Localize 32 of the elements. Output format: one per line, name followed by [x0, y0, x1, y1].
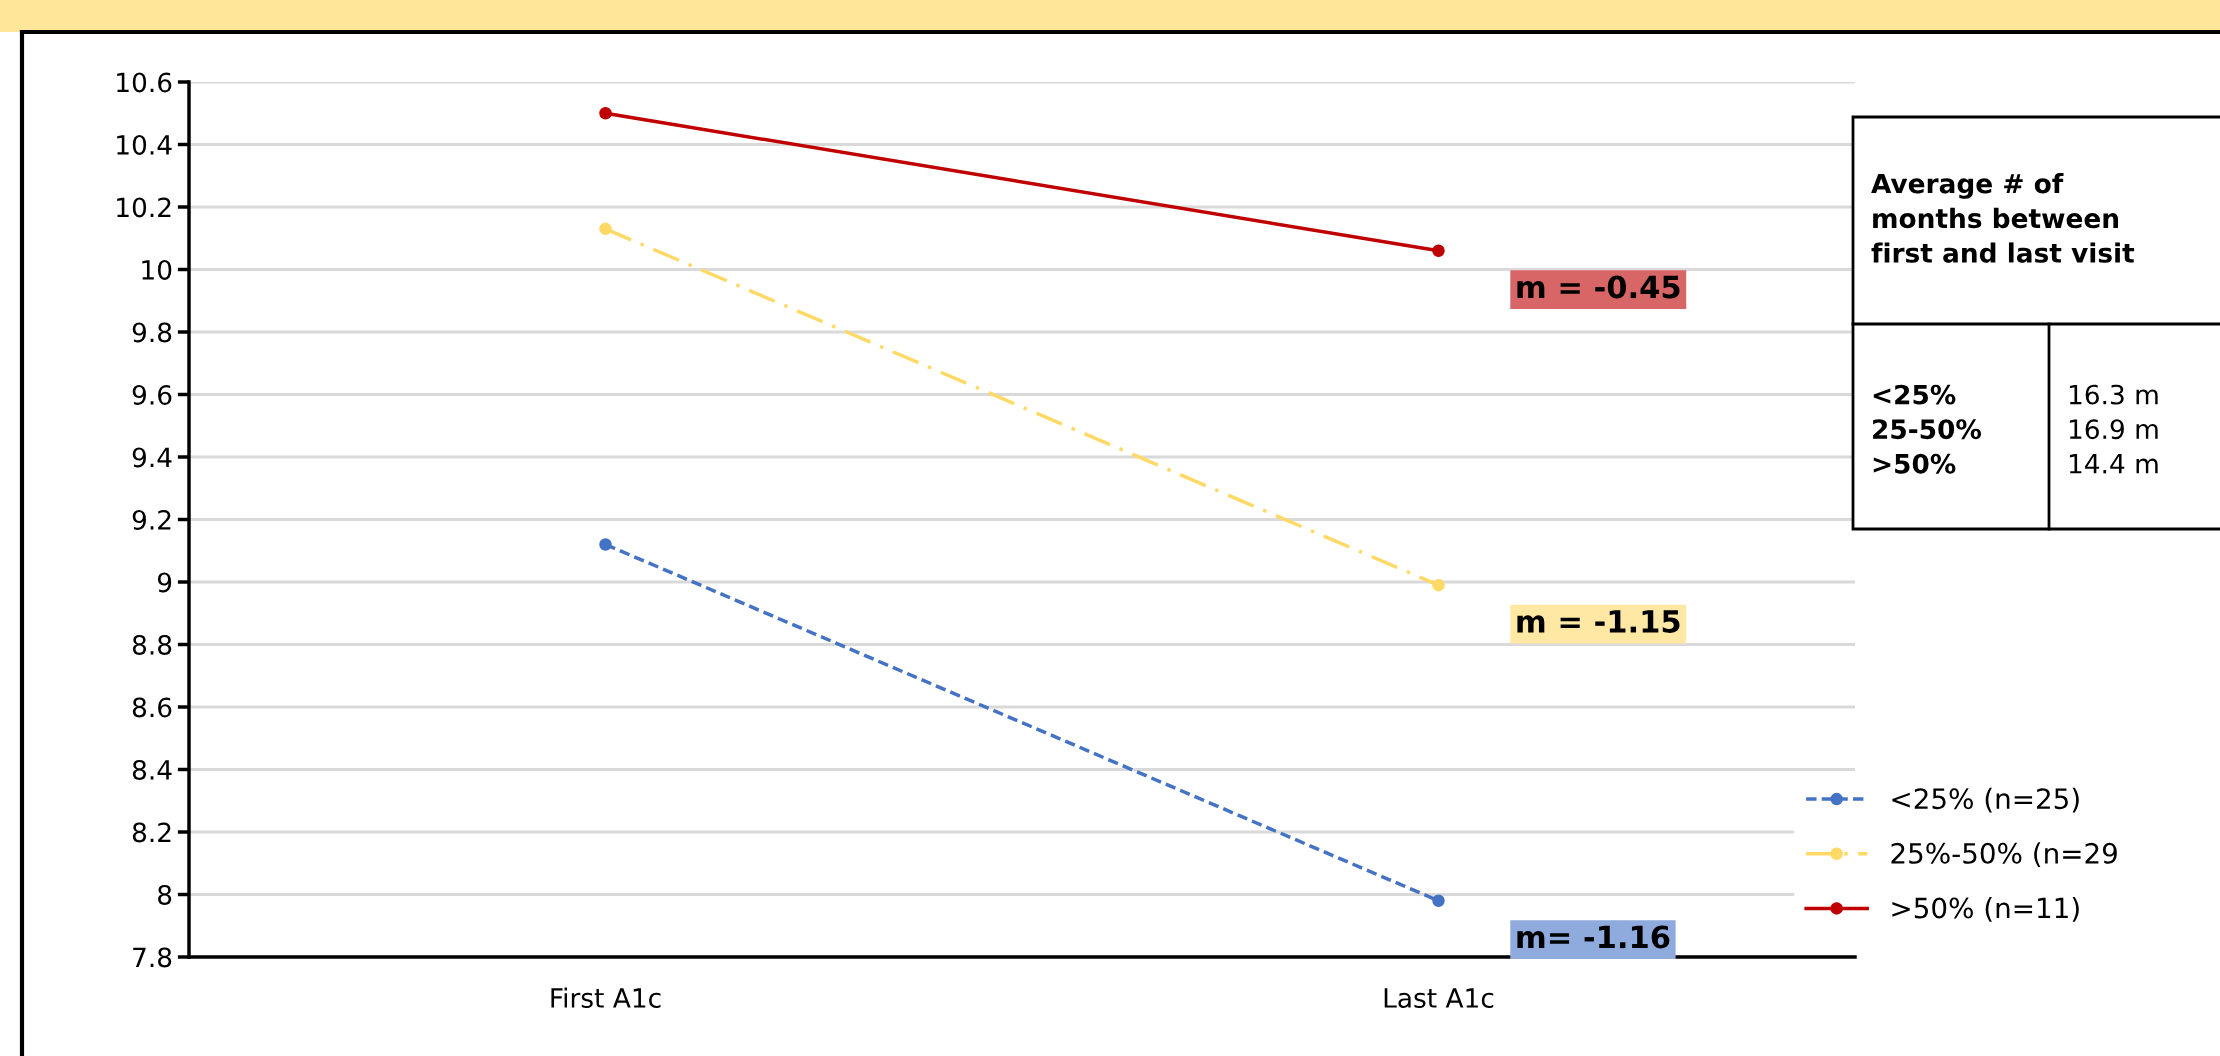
y-tick-label: 8.2 [132, 822, 171, 843]
y-tick-label: 10.2 [117, 197, 171, 218]
text: <25% 25-50% >50% [1873, 384, 1981, 474]
y-tick-label: 9 [157, 572, 172, 593]
y-tick-label: 9.8 [132, 322, 172, 343]
annotation: m = -0.45 [1517, 275, 1680, 299]
y-tick-label: 9.6 [132, 384, 172, 405]
y-tick-label: 9.4 [132, 447, 172, 468]
point [1432, 894, 1445, 908]
text: 16.3 m 16.9 m 14.4 m [2069, 384, 2158, 474]
annotation: m= -1.16 [1517, 925, 1670, 949]
y-tick-label: 8.8 [132, 634, 172, 655]
point [1432, 244, 1445, 258]
point [599, 222, 612, 236]
legend-label: 25%-50% (n=29 [1891, 842, 2117, 868]
y-tick-label: 8 [158, 884, 172, 905]
x-tick-label: Last A1c [1384, 988, 1494, 1008]
legend-label: <25% (n=25) [1892, 787, 2079, 813]
point [599, 538, 612, 551]
annotation: m = -1.15 [1517, 610, 1680, 633]
text: Average # of months between first and last visit [1871, 173, 2135, 263]
y-tick-label: 10.6 [117, 72, 172, 93]
y-tick-label: 8.4 [132, 759, 172, 780]
y-tick-label: 9.2 [132, 509, 171, 530]
y-tick-label: 7.8 [133, 947, 172, 968]
y-tick-label: 10 [142, 259, 172, 280]
y-tick-label: 10.4 [117, 134, 172, 155]
legend-label: >50% (n=11) [1892, 897, 2079, 922]
point [1432, 578, 1445, 592]
y-tick-label: 8.6 [132, 697, 172, 718]
x-tick-label: First A1c [551, 987, 661, 1008]
point [599, 106, 612, 120]
